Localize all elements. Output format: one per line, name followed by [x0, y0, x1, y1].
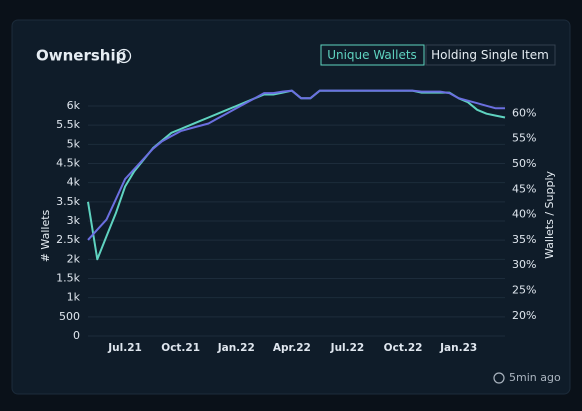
y2-tick-label: 20% — [512, 309, 536, 322]
y2-tick-label: 45% — [512, 182, 536, 195]
y-axis-label: # Wallets — [39, 209, 52, 262]
x-tick-label: Apr.22 — [273, 342, 311, 354]
y-tick-label: 3k — [67, 214, 81, 227]
y-tick-label: 2k — [67, 252, 81, 265]
x-tick-label: Jan.22 — [217, 342, 255, 354]
toggle-label: Unique Wallets — [327, 48, 417, 62]
toggle-label: Holding Single Item — [431, 48, 549, 62]
card — [11, 19, 571, 395]
x-tick-label: Oct.22 — [384, 342, 423, 354]
clock-icon — [493, 372, 505, 384]
y-tick-label: 0 — [73, 329, 80, 342]
y2-tick-label: 55% — [512, 132, 536, 145]
y2-axis-label: Wallets / Supply — [543, 171, 556, 260]
y-tick-label: 1.5k — [56, 272, 80, 285]
x-tick-label: Oct.21 — [161, 342, 200, 354]
series-line — [87, 89, 505, 241]
info-icon-dot — [123, 50, 125, 53]
y2-tick-label: 40% — [512, 208, 536, 221]
y-tick-label: 4k — [67, 176, 81, 189]
y-tick-label: 4.5k — [56, 157, 80, 170]
y2-tick-label: 50% — [512, 157, 536, 170]
x-tick-label: Jul.21 — [107, 342, 142, 354]
x-tick-label: Jan.23 — [439, 342, 477, 354]
card-title: Ownership — [36, 47, 127, 65]
info-icon[interactable] — [116, 48, 132, 64]
y2-tick-label: 25% — [512, 283, 536, 296]
y-tick-label: 2.5k — [56, 233, 80, 246]
toggle-unique-wallets[interactable] — [320, 44, 425, 66]
y-tick-label: 5.5k — [56, 118, 80, 131]
y-tick-label: 5k — [67, 137, 81, 150]
y-tick-label: 1k — [67, 291, 81, 304]
y2-tick-label: 30% — [512, 258, 536, 271]
updated-time: 5min ago — [509, 371, 561, 384]
y-tick-label: 3.5k — [56, 195, 80, 208]
y2-tick-label: 60% — [512, 106, 536, 119]
y2-tick-label: 35% — [512, 233, 536, 246]
y-tick-label: 500 — [59, 310, 80, 323]
toggle-holding-single-item[interactable] — [425, 44, 556, 66]
x-tick-label: Jul.22 — [330, 342, 365, 354]
y-tick-label: 6k — [67, 99, 81, 112]
